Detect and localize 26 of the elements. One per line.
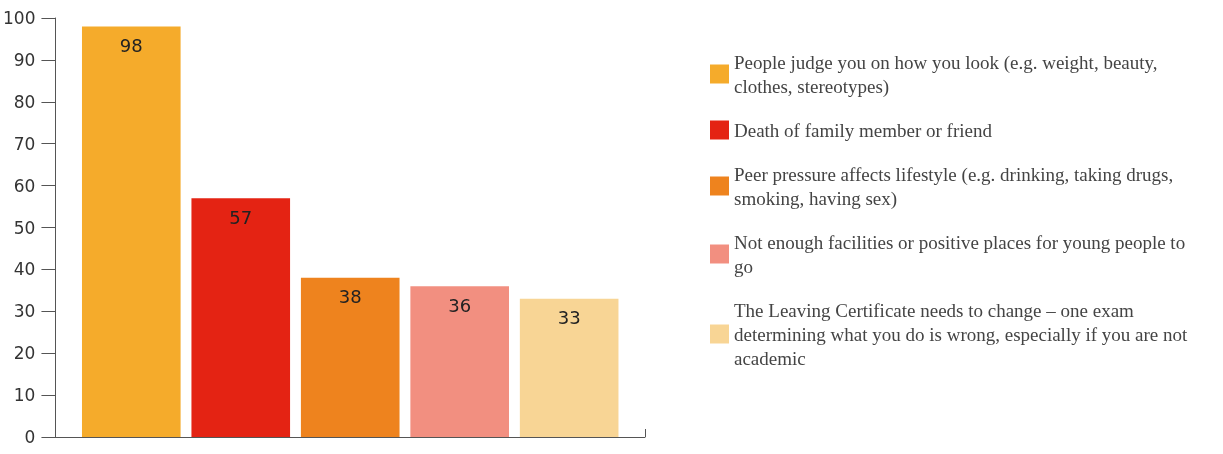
y-tick-label: 50 xyxy=(13,217,36,238)
legend-label: Not enough facilities or positive places for young people to go xyxy=(734,231,1190,277)
data-label: 57 xyxy=(229,206,253,228)
y-tick-label: 30 xyxy=(13,301,36,322)
y-tick-label: 60 xyxy=(13,175,36,196)
y-tick-label: 70 xyxy=(13,133,36,154)
y-tick-label: 80 xyxy=(13,91,36,112)
bar xyxy=(300,277,400,437)
data-label: 33 xyxy=(557,307,581,329)
legend-label: Peer pressure affects lifestyle (e.g. drinking, taking drugs, smoking, having sex) xyxy=(734,163,1178,210)
bar xyxy=(81,26,181,437)
bar xyxy=(191,198,291,437)
y-tick-label: 40 xyxy=(13,259,36,280)
y-tick-label: 0 xyxy=(24,427,36,447)
legend-label: The Leaving Certificate needs to change – one exam determining what you do is wrong, especially if you are not academic xyxy=(734,299,1193,369)
legend-label: Death of family member or friend xyxy=(734,119,993,141)
data-label: 36 xyxy=(448,294,472,316)
y-tick-label: 90 xyxy=(13,49,36,70)
y-tick-label: 10 xyxy=(13,385,36,406)
y-tick-label: 100 xyxy=(2,8,36,28)
data-label: 98 xyxy=(119,34,143,56)
y-tick-label: 20 xyxy=(13,343,36,364)
bar xyxy=(519,298,619,437)
legend-label: People judge you on how you look (e.g. weight, beauty, clothes, stereotypes) xyxy=(734,51,1163,98)
bar xyxy=(410,286,509,437)
data-label: 38 xyxy=(338,286,362,308)
